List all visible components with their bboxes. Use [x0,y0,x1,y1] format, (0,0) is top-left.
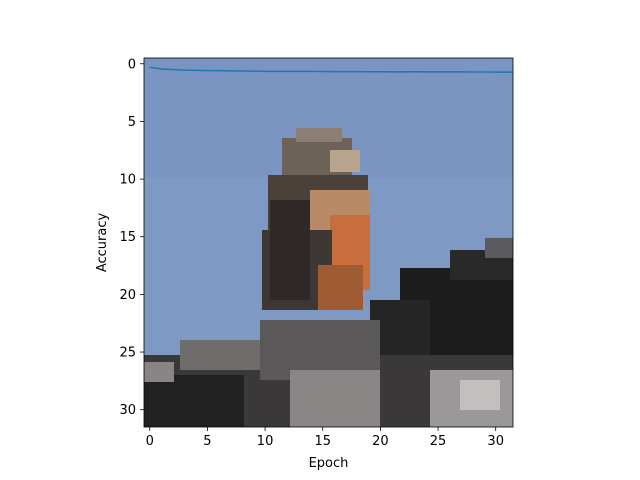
x-tick-label: 30 [487,434,504,449]
plot-frame [143,57,514,428]
y-tick-label: 30 [119,403,136,418]
background-bird-photo [144,58,513,427]
x-tick-label: 0 [146,434,154,449]
y-tick-label: 0 [128,57,136,72]
x-tick-label: 10 [257,434,274,449]
x-axis: 0 5 10 15 20 25 30 [146,427,504,449]
y-axis-label: Accuracy [95,213,110,273]
y-tick-label: 5 [128,115,136,130]
x-tick-label: 5 [203,434,211,449]
y-tick-label: 10 [119,173,136,188]
x-axis-label: Epoch [309,456,349,471]
x-tick-label: 25 [430,434,447,449]
y-tick-label: 15 [119,230,136,245]
y-tick-label: 20 [119,288,136,303]
series-line-0 [149,66,513,73]
y-tick-label: 25 [119,346,136,361]
y-axis: 0 5 10 15 20 25 30 [119,57,144,418]
x-tick-label: 15 [314,434,331,449]
series-layer [149,66,513,73]
x-tick-label: 20 [372,434,389,449]
